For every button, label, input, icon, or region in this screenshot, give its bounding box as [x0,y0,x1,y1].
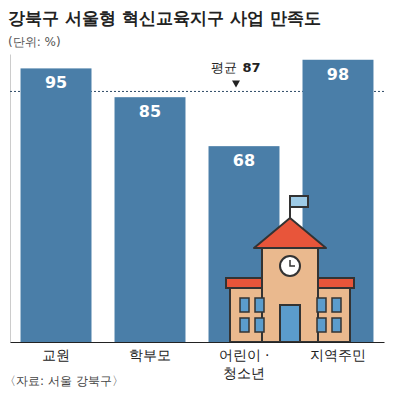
school-icon-part [317,318,326,332]
chart-container: 강북구 서울형 혁신교육지구 사업 만족도 (단위: %) 95 85 68 98 평균 87… [0,0,394,397]
school-icon-part [290,196,308,207]
average-pointer [232,80,240,87]
school-icon-part [240,318,249,332]
school-icon-part [332,318,341,332]
x-tick: 학부모 [129,342,171,363]
data-label: 95 [45,73,67,92]
school-icon-part [254,218,326,248]
school-icon [226,196,354,342]
y-axis [10,55,11,343]
data-label: 98 [327,65,349,84]
average-label-text: 평균 [211,60,237,75]
school-icon-part [290,260,295,266]
bar [21,68,92,342]
school-icon-part [280,305,300,342]
school-icon-part [240,298,249,312]
x-tick-label-line: 지역주민 [310,347,366,363]
x-tick-label: 어린이 · 청소년 [219,347,270,381]
subtitle: (단위: %) [8,35,61,49]
data-labels: 95 85 68 98 [45,65,349,170]
bars [21,60,374,342]
x-tick-label-line: 교원 [42,347,70,363]
school-icon-part [255,298,264,312]
x-tick: 교원 [42,342,70,363]
average-label: 평균 87 [211,60,260,75]
x-tick-label-line: 학부모 [129,347,171,363]
school-icon-part [317,298,326,312]
data-label: 85 [139,102,161,121]
chart: 강북구 서울형 혁신교육지구 사업 만족도 (단위: %) 95 85 68 98 평균 87… [0,0,394,397]
x-tick-label-line: 어린이 · [219,347,270,363]
x-tick-label: 지역주민 [310,347,366,363]
x-tick-label-line: 청소년 [223,365,265,381]
school-icon-part [255,318,264,332]
data-label: 68 [233,151,255,170]
y-axis-line [10,55,11,343]
x-tick: 어린이 · 청소년 [219,342,270,381]
x-axis-line [11,342,385,343]
average-label-value: 87 [242,60,260,75]
x-tick: 지역주민 [310,342,366,363]
school-icon-part [262,245,318,342]
bar [115,97,186,342]
school-icon-part [280,256,300,276]
school-icon-part [332,298,341,312]
title: 강북구 서울형 혁신교육지구 사업 만족도 [8,8,321,28]
x-tick-label: 교원 [42,347,70,363]
x-tick-label: 학부모 [129,347,171,363]
source: 〈자료: 서울 강북구〉 [4,374,124,388]
